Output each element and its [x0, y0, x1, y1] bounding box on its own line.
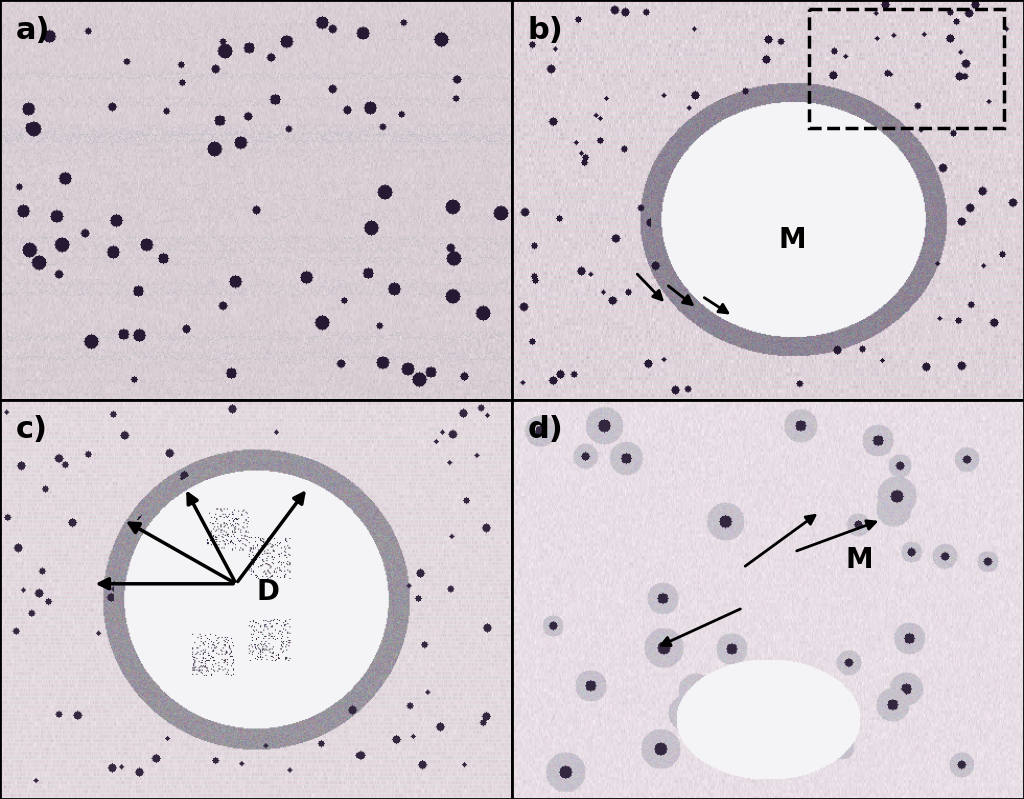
- Text: D: D: [257, 578, 280, 606]
- Text: a): a): [15, 16, 50, 45]
- Text: M: M: [779, 226, 806, 254]
- Text: d): d): [527, 415, 563, 444]
- Bar: [810, 9, 1005, 129]
- Text: b): b): [527, 16, 563, 45]
- Text: M: M: [846, 546, 872, 574]
- Text: c): c): [15, 415, 47, 444]
